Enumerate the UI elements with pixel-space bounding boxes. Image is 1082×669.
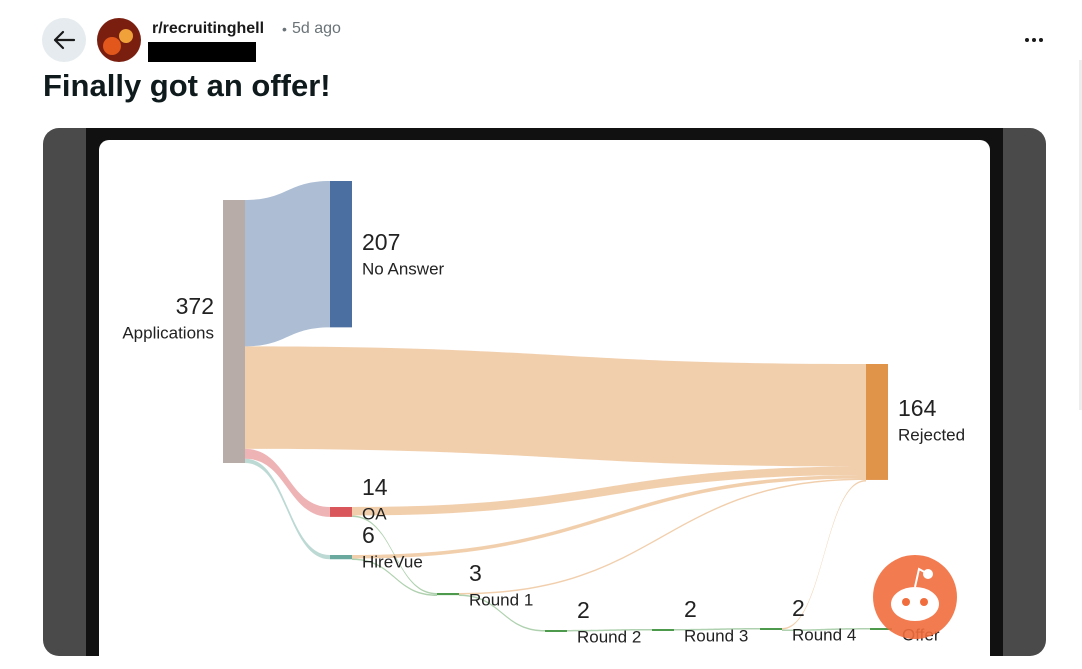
node-value: 3 <box>469 560 482 586</box>
node-value: 207 <box>362 229 400 255</box>
sankey-node <box>330 507 352 517</box>
post-image[interactable]: 372 Applications 207 No Answer 164 Rejected 14… <box>43 128 1046 656</box>
sankey-node <box>330 555 352 560</box>
sankey-link <box>352 515 437 595</box>
separator: • <box>282 21 287 37</box>
sankey-link <box>674 628 760 631</box>
node-label: Rejected <box>898 425 965 444</box>
node-value: 2 <box>577 597 590 623</box>
node-label: Round 2 <box>577 627 641 646</box>
node-value: 2 <box>684 596 697 622</box>
node-label: OA <box>362 504 387 523</box>
node-label: Round 3 <box>684 626 748 645</box>
node-label: HireVue <box>362 552 423 571</box>
post-title: Finally got an offer! <box>43 68 331 103</box>
sankey-node <box>760 628 782 630</box>
node-label: Round 1 <box>469 590 533 609</box>
node-value: 2 <box>792 595 805 621</box>
sankey-link <box>459 594 545 632</box>
node-label: No Answer <box>362 259 445 278</box>
node-value: 372 <box>176 293 214 319</box>
sankey-link <box>245 458 330 560</box>
overflow-menu[interactable] <box>1025 38 1043 42</box>
sankey-node <box>437 593 459 596</box>
sankey-link <box>352 466 866 516</box>
chart-panel <box>99 140 990 656</box>
sankey-link <box>245 181 330 347</box>
sankey-link <box>352 558 437 596</box>
sankey-link <box>782 480 866 630</box>
post-age: 5d ago <box>292 20 341 37</box>
subreddit-name[interactable]: r/recruitinghell <box>152 20 265 37</box>
redacted-username <box>148 42 256 62</box>
sankey-node <box>652 629 674 631</box>
back-button[interactable] <box>42 18 86 62</box>
sankey-link <box>352 474 866 559</box>
node-label: Applications <box>122 323 214 342</box>
sankey-link <box>245 448 330 517</box>
sankey-node <box>866 364 888 480</box>
sankey-link <box>782 628 870 631</box>
node-value: 14 <box>362 474 388 500</box>
sankey-link <box>567 629 652 632</box>
sankey-node <box>545 630 567 632</box>
reddit-watermark <box>873 555 957 639</box>
sankey-node <box>330 181 352 328</box>
node-value: 164 <box>898 395 937 421</box>
sankey-link <box>459 478 866 595</box>
sankey-node <box>223 200 245 464</box>
node-value: 6 <box>362 522 375 548</box>
sidebar-edge <box>1079 60 1082 410</box>
subreddit-avatar[interactable] <box>97 18 141 62</box>
sankey-node <box>870 628 892 630</box>
node-label: Round 4 <box>792 625 856 644</box>
sankey-link <box>245 346 866 467</box>
